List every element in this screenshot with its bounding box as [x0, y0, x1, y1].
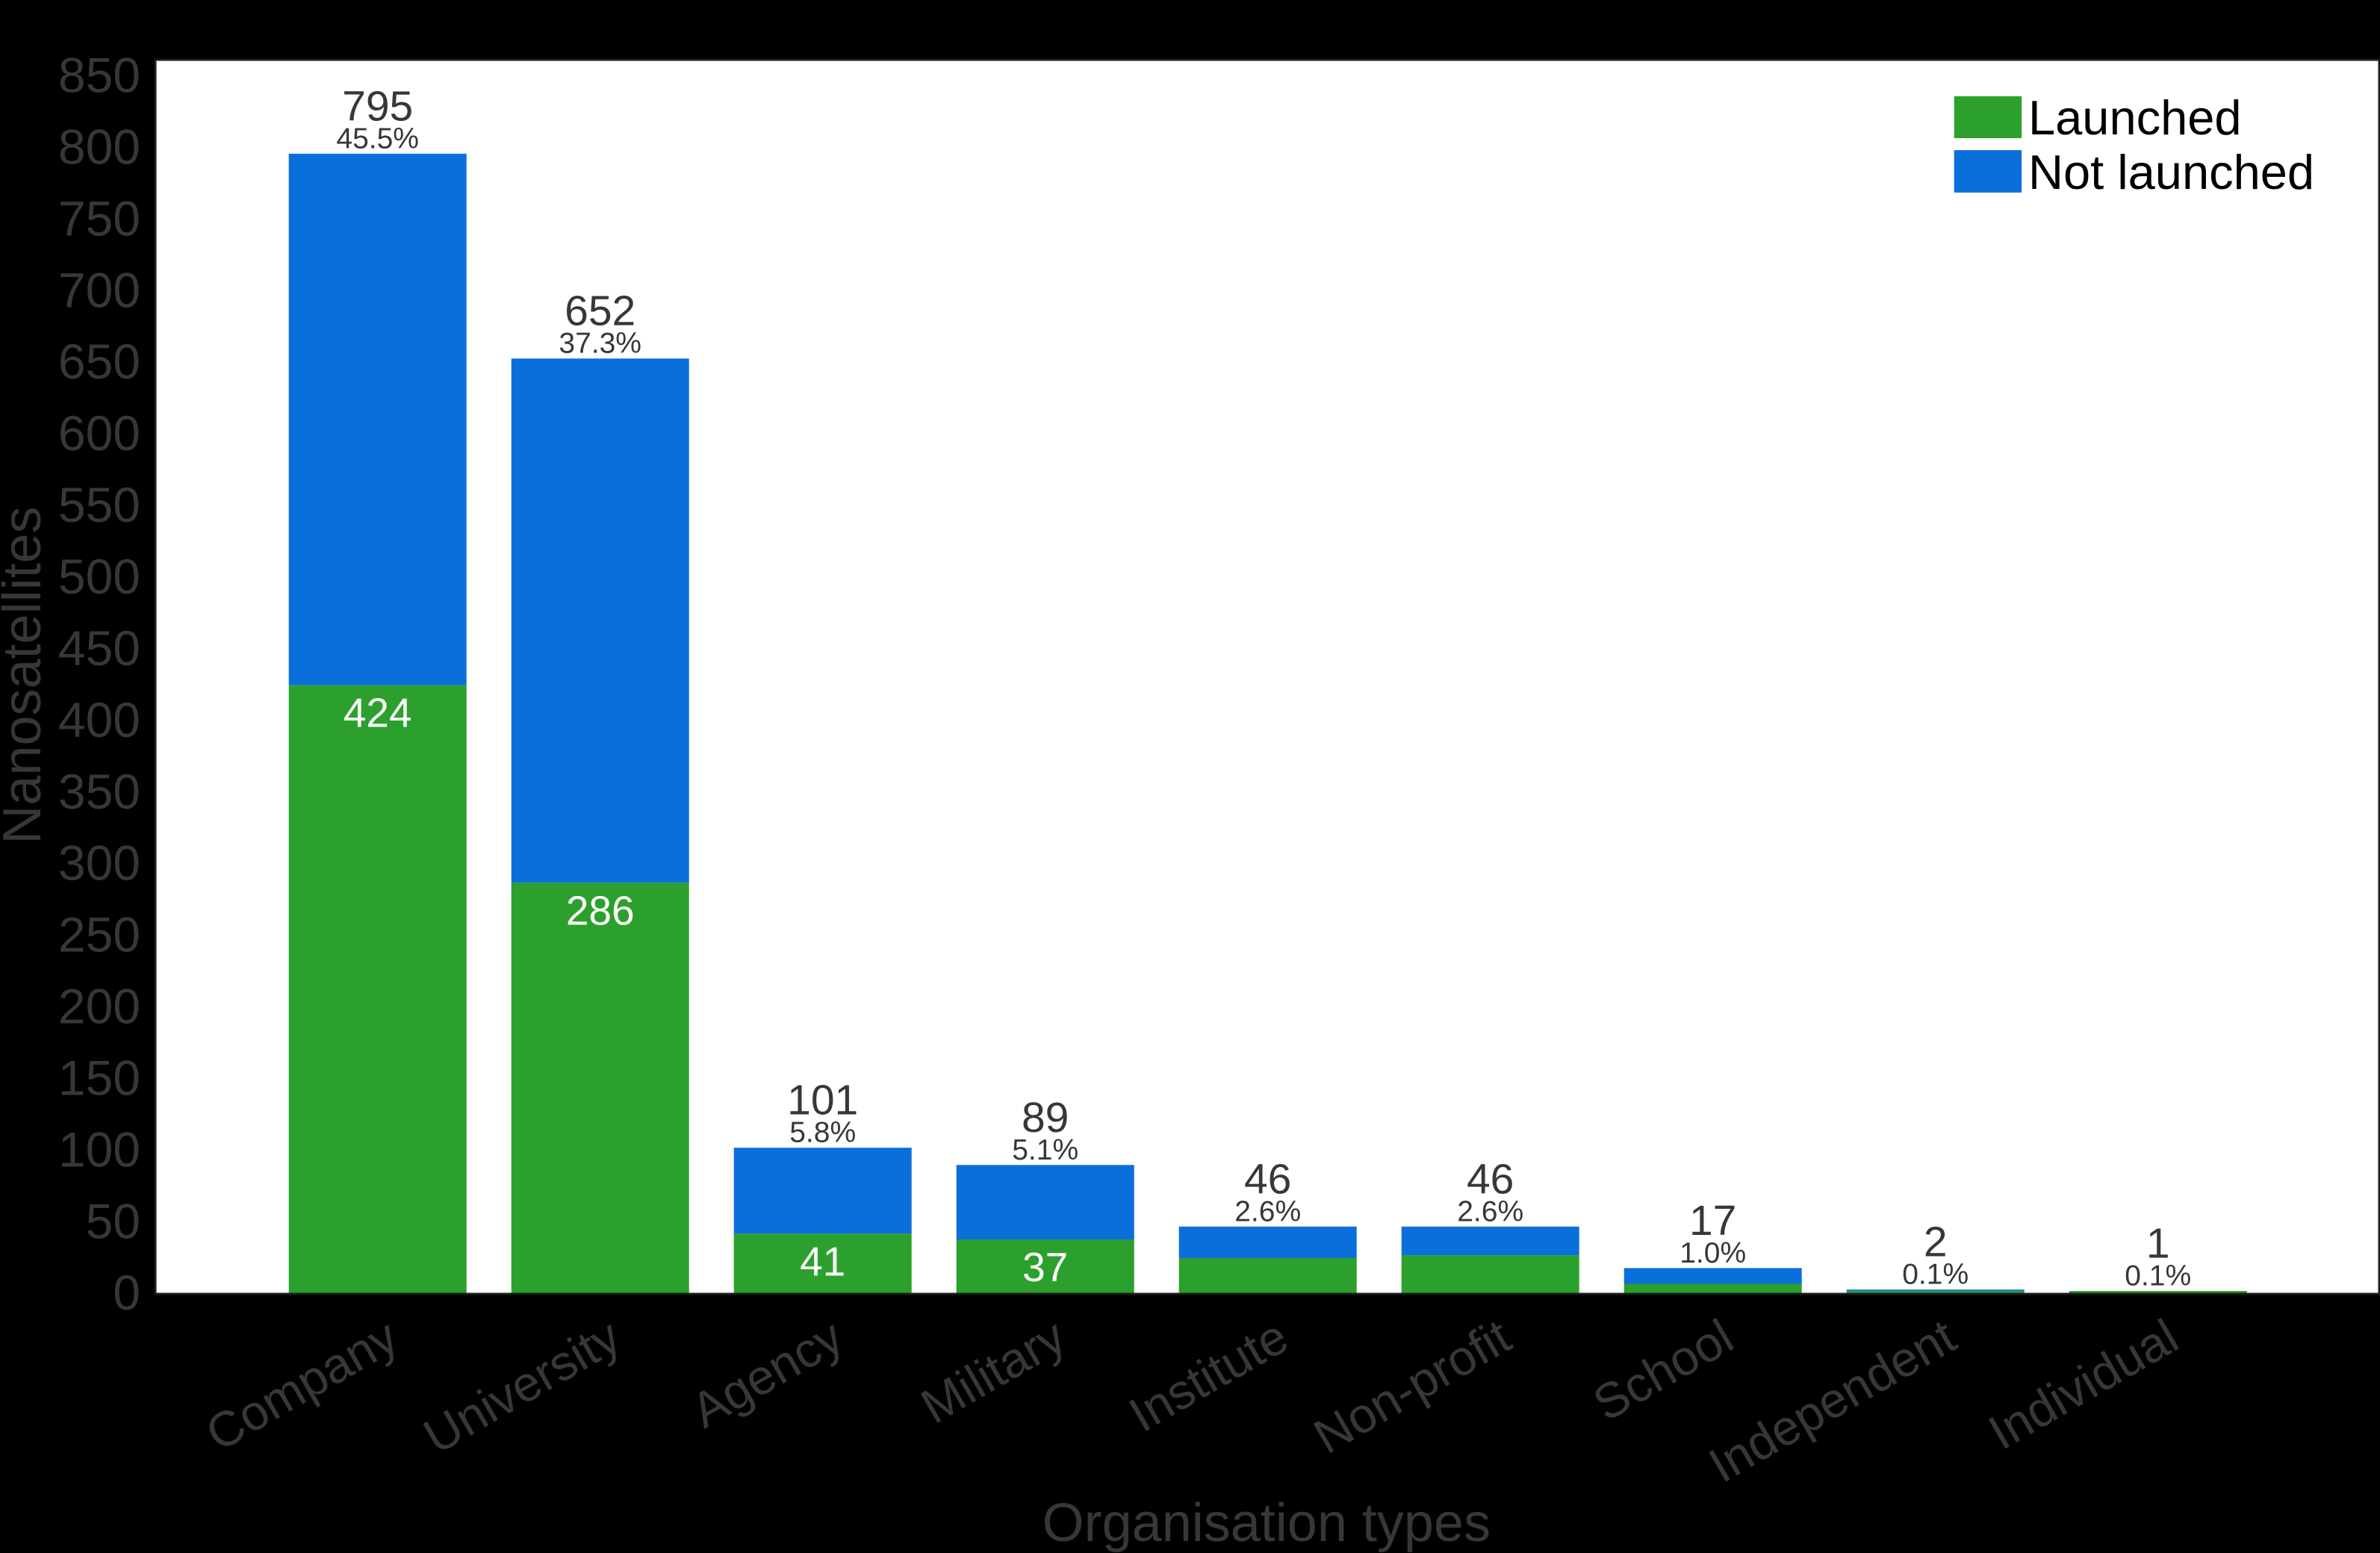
svg-text:550: 550: [58, 477, 140, 532]
svg-text:Nanosatellites: Nanosatellites: [0, 506, 52, 844]
svg-text:Not launched: Not launched: [2028, 145, 2314, 199]
svg-text:2: 2: [1924, 1219, 1948, 1266]
svg-text:150: 150: [58, 1050, 140, 1105]
svg-text:600: 600: [58, 405, 140, 461]
svg-text:101: 101: [787, 1077, 858, 1124]
svg-text:Organisation types: Organisation types: [1043, 1493, 1491, 1553]
svg-text:17: 17: [1689, 1197, 1736, 1245]
svg-text:250: 250: [58, 907, 140, 962]
svg-text:100: 100: [58, 1121, 140, 1177]
svg-text:750: 750: [58, 190, 140, 246]
svg-text:46: 46: [1467, 1155, 1514, 1203]
svg-text:800: 800: [58, 119, 140, 175]
svg-text:500: 500: [58, 549, 140, 604]
svg-text:46: 46: [1244, 1155, 1291, 1203]
svg-text:300: 300: [58, 835, 140, 891]
svg-text:2.6%: 2.6%: [1234, 1195, 1301, 1227]
svg-text:0.1%: 0.1%: [1902, 1259, 1969, 1291]
svg-text:41: 41: [800, 1238, 845, 1284]
svg-text:650: 650: [58, 334, 140, 389]
svg-text:2.6%: 2.6%: [1457, 1195, 1523, 1227]
svg-text:795: 795: [342, 82, 413, 130]
svg-text:0.1%: 0.1%: [2125, 1260, 2191, 1292]
svg-text:1: 1: [2146, 1220, 2170, 1268]
svg-text:200: 200: [58, 979, 140, 1034]
svg-text:Launched: Launched: [2028, 90, 2242, 145]
svg-text:652: 652: [565, 287, 636, 335]
svg-text:286: 286: [566, 887, 635, 933]
svg-text:850: 850: [58, 48, 140, 103]
svg-text:450: 450: [58, 620, 140, 676]
svg-text:50: 50: [86, 1193, 140, 1248]
svg-text:700: 700: [58, 262, 140, 317]
svg-text:37.3%: 37.3%: [559, 328, 641, 360]
svg-text:5.8%: 5.8%: [789, 1117, 856, 1149]
svg-text:89: 89: [1022, 1094, 1069, 1142]
svg-text:350: 350: [58, 764, 140, 819]
svg-text:45.5%: 45.5%: [336, 122, 419, 155]
svg-text:0: 0: [113, 1265, 140, 1320]
svg-text:5.1%: 5.1%: [1012, 1134, 1078, 1166]
svg-text:400: 400: [58, 692, 140, 747]
svg-text:1.0%: 1.0%: [1680, 1237, 1746, 1269]
svg-text:424: 424: [344, 690, 412, 736]
svg-text:37: 37: [1022, 1244, 1068, 1290]
